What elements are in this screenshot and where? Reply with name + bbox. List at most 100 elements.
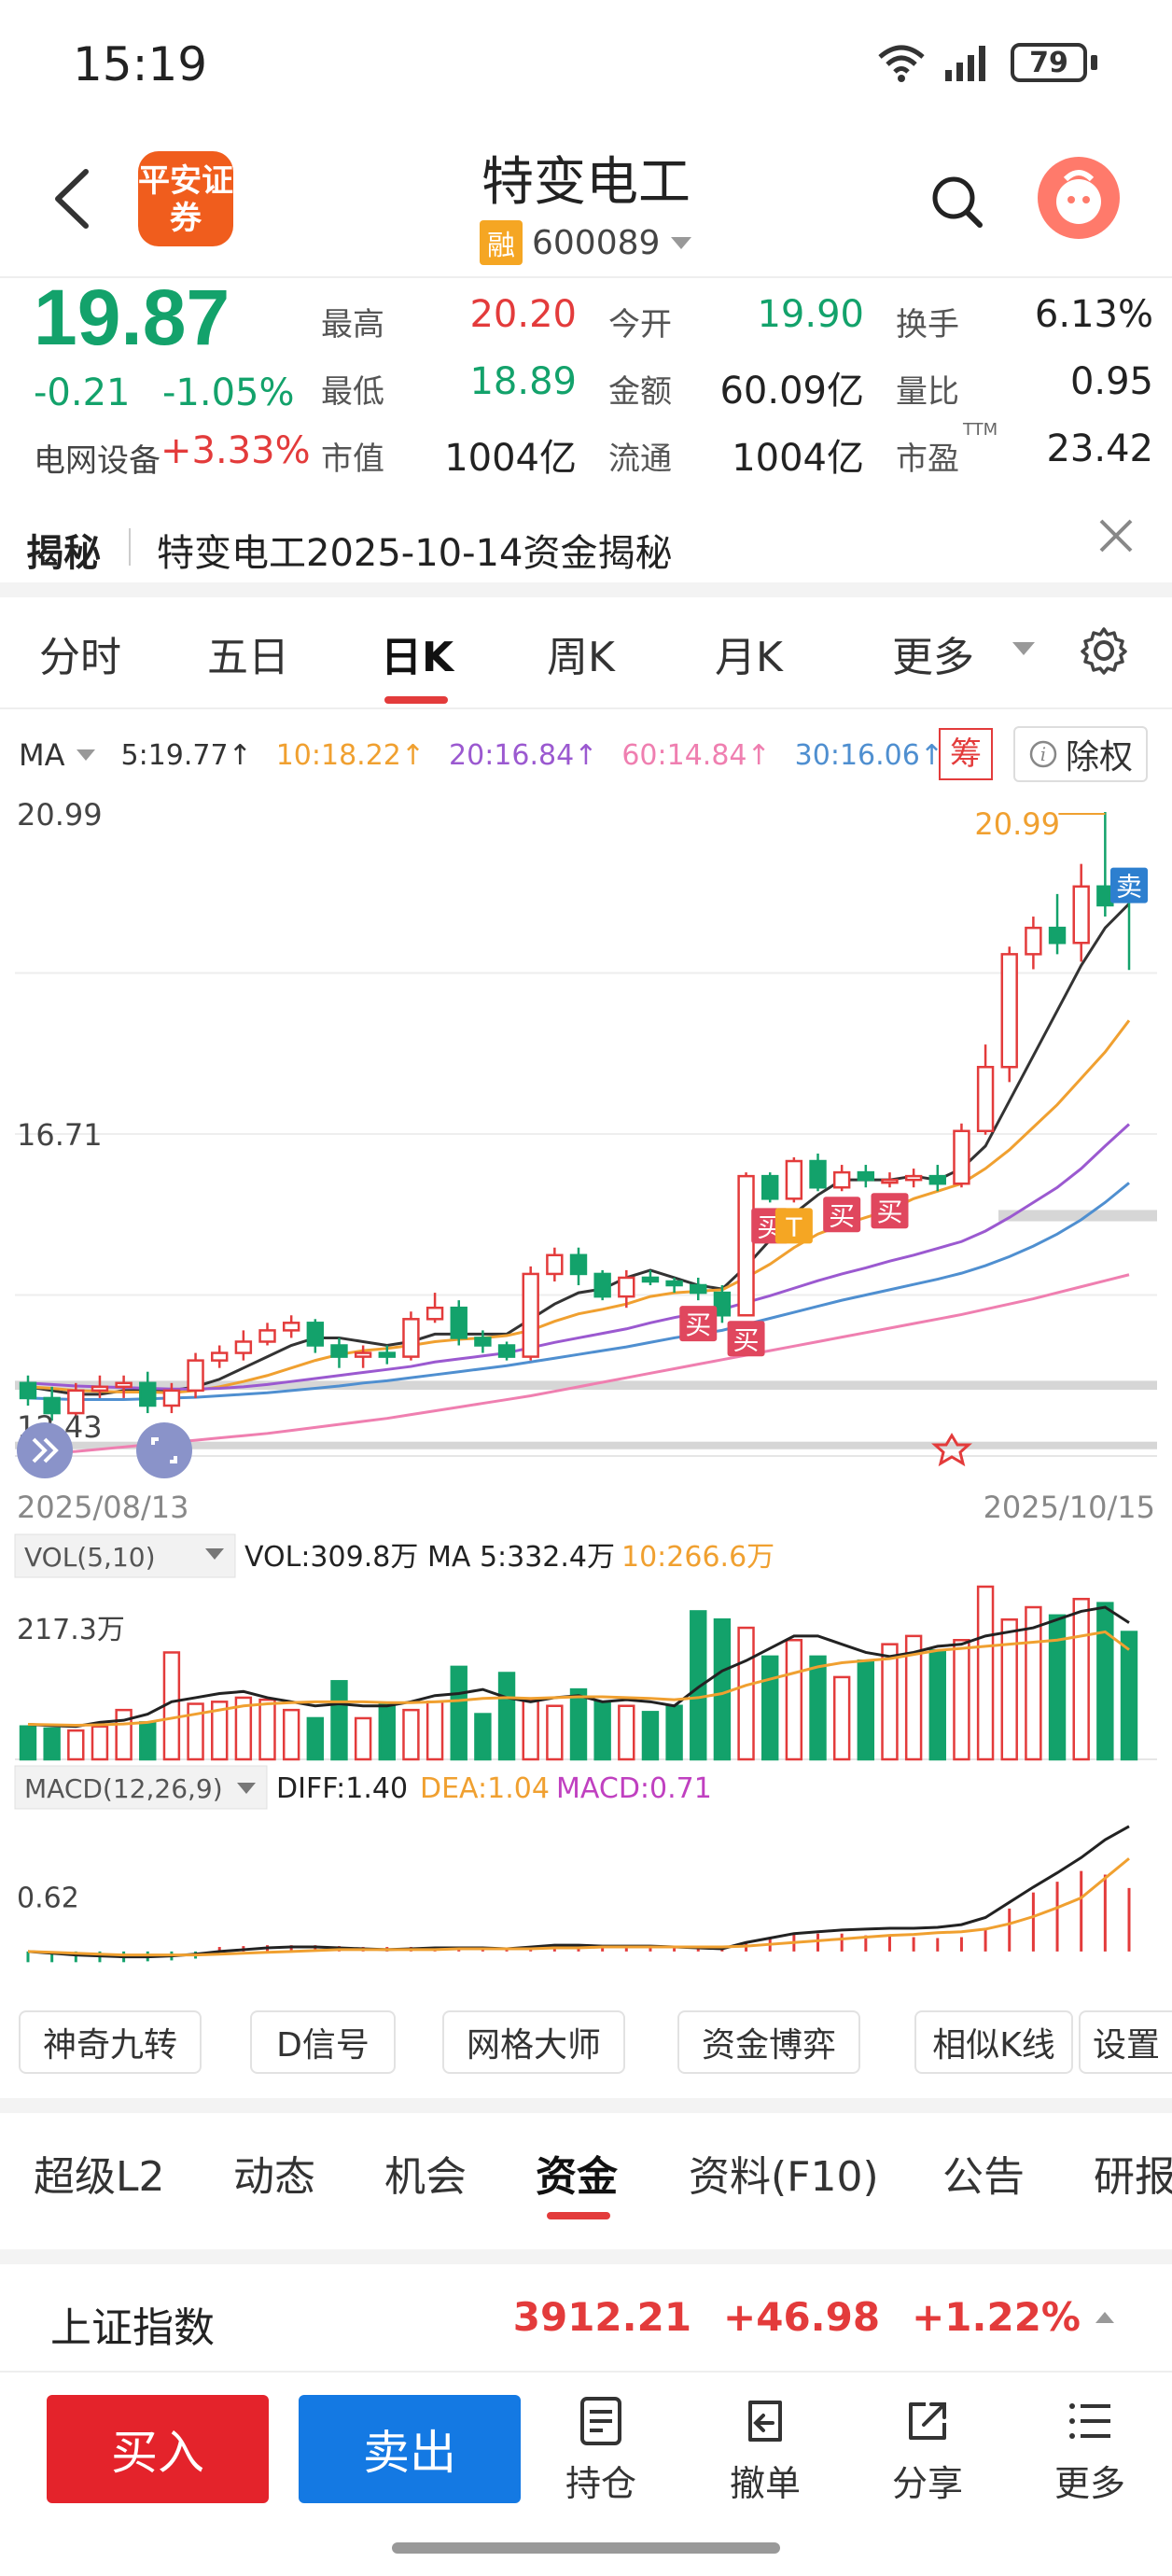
search-icon[interactable] xyxy=(929,174,985,230)
y-tick-label: 16.71 xyxy=(17,1117,103,1153)
ma10-value: 10:18.22↑ xyxy=(275,738,426,772)
candle-body xyxy=(593,1272,611,1298)
home-indicator[interactable] xyxy=(392,2542,780,2554)
nav-more[interactable]: 更多 xyxy=(1034,2395,1146,2506)
tab-more[interactable]: 更多 xyxy=(892,634,974,681)
tab-daily-k[interactable]: 日K xyxy=(381,634,454,681)
ex-rights-button[interactable]: i 除权 xyxy=(1013,726,1148,782)
avatar[interactable] xyxy=(1038,157,1120,239)
d-signal-button[interactable]: D信号 xyxy=(250,2010,396,2074)
more-caret-icon[interactable] xyxy=(1010,638,1038,659)
volume-bar xyxy=(139,1721,157,1761)
back-icon[interactable] xyxy=(50,166,95,231)
fund-game-button[interactable]: 资金博弈 xyxy=(677,2010,860,2074)
candle-body xyxy=(258,1329,276,1343)
event-star-icon xyxy=(931,1433,972,1467)
signal-badge xyxy=(823,1197,861,1233)
broker-logo: 平安证券 xyxy=(138,151,233,246)
index-value: 3912.21 xyxy=(512,2294,692,2340)
tab-news[interactable]: 动态 xyxy=(233,2153,315,2201)
stock-code-row[interactable]: 融 600089 xyxy=(480,220,693,265)
index-name[interactable]: 上证指数 xyxy=(50,2304,215,2352)
settings-button[interactable]: 设置 xyxy=(1079,2010,1172,2074)
similar-kline-button[interactable]: 相似K线 xyxy=(914,2010,1073,2074)
nav-cancel-order[interactable]: 撤单 xyxy=(709,2395,821,2506)
signal-badge xyxy=(727,1321,765,1357)
tab-super-l2[interactable]: 超级L2 xyxy=(34,2153,165,2201)
volume-bar xyxy=(282,1708,300,1761)
ma-legend[interactable]: MA 5:19.77↑ 10:18.22↑ 20:16.84↑ 60:14.84… xyxy=(19,737,943,773)
index-values: 3912.21 +46.98 +1.22% xyxy=(513,2294,1116,2340)
positions-icon xyxy=(580,2397,621,2445)
sell-button[interactable]: 卖出 xyxy=(299,2395,521,2503)
fullscreen-button[interactable] xyxy=(136,1422,192,1478)
tab-monthly-k[interactable]: 月K xyxy=(715,634,783,681)
quote-value: 1004亿 xyxy=(732,437,864,480)
banner-text[interactable]: 特变电工2025-10-14资金揭秘 xyxy=(157,532,673,575)
candle-body xyxy=(306,1322,325,1347)
kline-chart[interactable]: 20.99买买买T买买卖20.9916.7112.432025/08/13202… xyxy=(0,784,1172,1997)
volume-bar xyxy=(1000,1617,1018,1761)
volume-bar xyxy=(713,1617,732,1761)
quote-value: 0.95 xyxy=(1069,360,1153,403)
candle-body xyxy=(162,1389,181,1407)
ma-caret-icon xyxy=(76,749,95,761)
tab-funds[interactable]: 资金 xyxy=(536,2153,618,2201)
volume-bar xyxy=(593,1701,611,1761)
candle-body xyxy=(426,1306,444,1321)
sector-change: +3.33% xyxy=(160,429,311,472)
grid-master-button[interactable]: 网格大师 xyxy=(442,2010,625,2074)
logo-text: 平安证券 xyxy=(138,162,233,237)
vol-ma10-value: 10:266.6万 xyxy=(621,1541,774,1574)
quote-label: 市值 xyxy=(321,441,384,478)
tab-weekly-k[interactable]: 周K xyxy=(547,634,615,681)
nav-cancel-order-label: 撤单 xyxy=(729,2463,801,2504)
cancel-order-icon xyxy=(748,2401,782,2442)
tab-five-day[interactable]: 五日 xyxy=(207,634,289,681)
chip-distribution-button[interactable]: 筹 xyxy=(939,728,993,780)
volume-bar xyxy=(306,1716,325,1761)
double-chevron-icon xyxy=(32,1437,59,1463)
settings-gear-icon[interactable] xyxy=(1079,625,1129,676)
signal-badge xyxy=(679,1306,718,1342)
signal-label: 买 xyxy=(829,1200,855,1231)
macd-value: MACD:0.71 xyxy=(556,1772,712,1805)
price-change-pct: -1.05% xyxy=(162,371,295,414)
candle-body xyxy=(690,1283,707,1295)
vol-value: VOL:309.8万 xyxy=(244,1541,418,1574)
candle-body xyxy=(234,1340,253,1354)
share-icon xyxy=(909,2402,946,2440)
tab-intraday[interactable]: 分时 xyxy=(39,634,121,681)
candle-body xyxy=(1025,926,1042,956)
ex-rights-label: 除权 xyxy=(1065,738,1133,777)
quote-value: 18.89 xyxy=(469,360,577,403)
candle-body xyxy=(1096,885,1114,907)
signal-badge xyxy=(871,1193,909,1229)
volume-bar xyxy=(785,1639,803,1761)
quote-value: 23.42 xyxy=(1046,427,1153,470)
volume-bar xyxy=(402,1708,420,1761)
quote-label: 最高 xyxy=(321,306,384,343)
menu-icon xyxy=(1069,2403,1110,2439)
tab-research[interactable]: 研报 xyxy=(1094,2153,1172,2201)
sector-name[interactable]: 电网设备 xyxy=(34,442,160,480)
tab-f10[interactable]: 资料(F10) xyxy=(689,2153,879,2201)
candle-body xyxy=(282,1322,300,1332)
close-icon[interactable] xyxy=(1095,515,1137,556)
volume-bar xyxy=(928,1649,946,1761)
battery-icon: 79 xyxy=(1011,43,1087,82)
nav-positions[interactable]: 持仓 xyxy=(545,2395,657,2506)
magic-nine-button[interactable]: 神奇九转 xyxy=(19,2010,202,2074)
vol-legend-box xyxy=(14,1533,236,1578)
caret-up-icon[interactable] xyxy=(1094,2309,1116,2326)
section-gap xyxy=(0,2249,1172,2264)
candle-body xyxy=(904,1174,923,1182)
tab-announcements[interactable]: 公告 xyxy=(942,2153,1025,2201)
stock-title: 特变电工 xyxy=(481,152,691,213)
buy-button[interactable]: 买入 xyxy=(47,2395,269,2503)
candle-body xyxy=(1048,926,1067,945)
quote-label: 量比 xyxy=(896,373,959,411)
nav-share[interactable]: 分享 xyxy=(872,2395,984,2506)
tab-opportunity[interactable]: 机会 xyxy=(384,2153,467,2201)
volume-bar xyxy=(1025,1605,1042,1761)
